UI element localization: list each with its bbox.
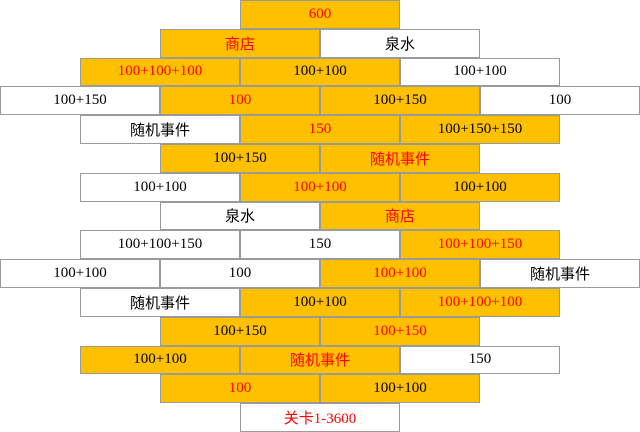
- map-cell: 100+100+150: [80, 230, 240, 260]
- map-cell: 100+150: [320, 316, 480, 346]
- map-cell: 随机事件: [320, 144, 480, 173]
- map-cell: 150: [400, 345, 560, 375]
- map-cell: 100+150: [0, 86, 160, 116]
- map-cell: 随机事件: [480, 259, 640, 288]
- map-cell: 100+150+150: [400, 115, 560, 144]
- map-cell: 100: [480, 86, 640, 116]
- map-cell: 随机事件: [240, 345, 400, 375]
- map-cell: 100: [160, 259, 320, 288]
- map-cell: 商店: [320, 201, 480, 231]
- map-cell: 随机事件: [80, 115, 240, 144]
- map-cell: 100+100: [240, 57, 400, 87]
- map-cell: 100+150: [160, 316, 320, 346]
- map-cell: 泉水: [160, 201, 320, 231]
- map-cell: 100+100: [240, 288, 400, 317]
- map-cell: 100+100: [320, 374, 480, 404]
- map-cell: 100: [160, 374, 320, 404]
- map-cell: 随机事件: [80, 288, 240, 317]
- map-cell: 100+100+100: [400, 288, 560, 317]
- map-cell: 关卡1-3600: [240, 403, 400, 432]
- map-cell: 100+150: [160, 144, 320, 173]
- map-cell: 100+100: [320, 259, 480, 288]
- map-cell: 100+100: [400, 57, 560, 87]
- map-cell: 100+100: [0, 259, 160, 288]
- map-cell: 100+100+100: [80, 57, 240, 87]
- map-cell: 商店: [160, 28, 320, 58]
- map-cell: 100+100: [80, 345, 240, 375]
- map-cell: 100+100: [400, 172, 560, 202]
- map-cell: 100+100: [240, 172, 400, 202]
- map-cell: 100+150: [320, 86, 480, 116]
- map-cell: 100+100: [80, 172, 240, 202]
- map-cell: 100: [160, 86, 320, 116]
- map-cell: 150: [240, 115, 400, 144]
- map-cell: 150: [240, 230, 400, 260]
- map-cell: 100+100+150: [400, 230, 560, 260]
- map-cell: 600: [240, 0, 400, 29]
- map-cell: 泉水: [320, 28, 480, 58]
